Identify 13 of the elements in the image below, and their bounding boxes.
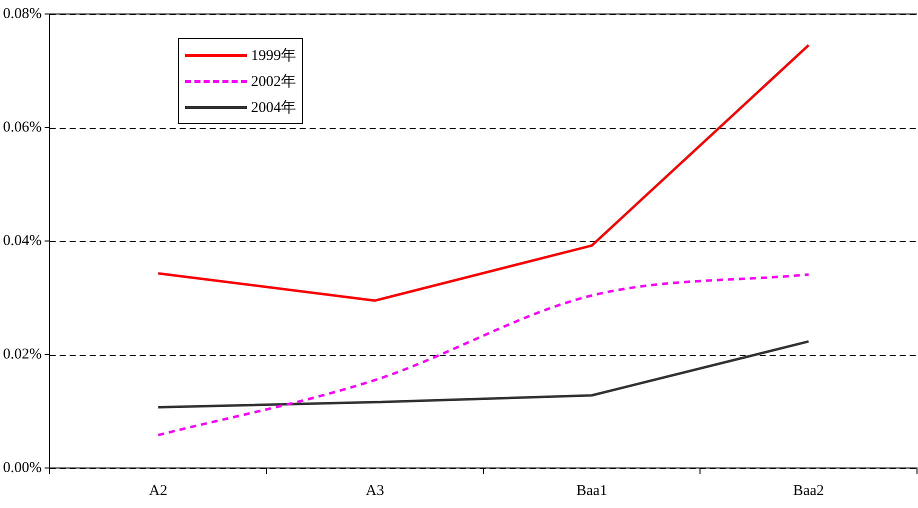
- x-tick-label: Baa1: [576, 482, 608, 499]
- y-tick-label: 0.00%: [2, 460, 42, 476]
- y-tick-label: 0.04%: [2, 232, 42, 249]
- x-tick-label: Baa2: [793, 482, 824, 499]
- x-tick-label: A2: [148, 482, 168, 499]
- x-tick-label: A3: [366, 482, 384, 499]
- legend-label: 1999年: [251, 46, 296, 64]
- line-series: [156, 273, 810, 436]
- legend-label: 2002年: [251, 72, 296, 90]
- y-tick-label: 0.06%: [2, 119, 42, 136]
- y-tick-label: 0.02%: [2, 346, 42, 362]
- legend-label: 2004年: [251, 98, 296, 116]
- y-tick-label: 0.08%: [2, 6, 42, 22]
